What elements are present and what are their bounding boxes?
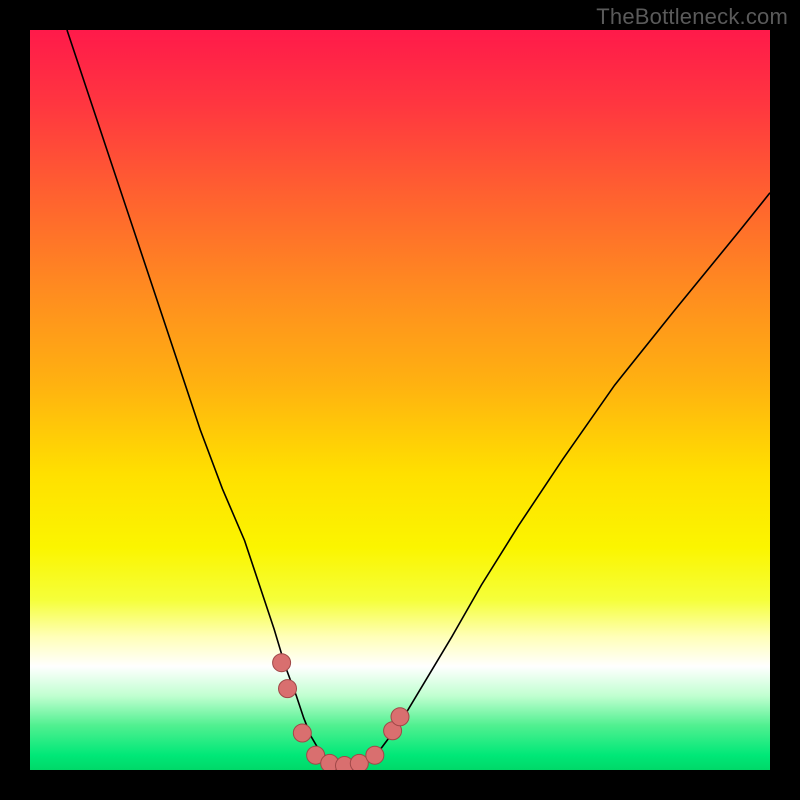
curve-marker [293, 724, 311, 742]
gradient-background [30, 30, 770, 770]
curve-marker [366, 746, 384, 764]
bottleneck-chart [0, 0, 800, 800]
bottom-border [0, 770, 800, 800]
curve-marker [391, 708, 409, 726]
curve-marker [273, 654, 291, 672]
watermark-text: TheBottleneck.com [596, 4, 788, 30]
curve-marker [279, 680, 297, 698]
